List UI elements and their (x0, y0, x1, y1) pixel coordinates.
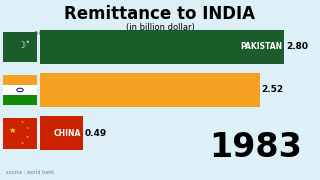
Text: ★: ★ (26, 126, 29, 130)
Text: Remittance to INDIA: Remittance to INDIA (65, 5, 255, 23)
Text: (in billion dollar): (in billion dollar) (126, 23, 194, 32)
Text: 2.80: 2.80 (286, 42, 308, 51)
Text: ★: ★ (21, 120, 24, 124)
FancyBboxPatch shape (3, 118, 37, 148)
Text: ★: ★ (26, 135, 29, 139)
FancyBboxPatch shape (3, 95, 37, 105)
Text: CHINA: CHINA (54, 129, 81, 138)
FancyBboxPatch shape (3, 31, 37, 62)
Text: 2.52: 2.52 (261, 86, 284, 94)
Text: ★: ★ (21, 141, 24, 145)
FancyBboxPatch shape (40, 30, 284, 64)
Text: 1.00: 1.00 (120, 31, 134, 36)
Text: 2.08: 2.08 (214, 31, 228, 36)
Text: ★: ★ (9, 126, 16, 135)
Text: PAKISTAN: PAKISTAN (241, 42, 283, 51)
Text: 1983: 1983 (210, 131, 302, 164)
FancyBboxPatch shape (3, 75, 37, 85)
Text: INDIA: INDIA (234, 86, 258, 94)
Text: ★: ★ (26, 40, 29, 44)
Text: 0.00: 0.00 (33, 31, 47, 36)
Text: 0.49: 0.49 (84, 129, 107, 138)
Text: ☽: ☽ (18, 41, 26, 50)
FancyBboxPatch shape (40, 116, 83, 150)
FancyBboxPatch shape (40, 73, 260, 107)
Text: source : world bank: source : world bank (6, 170, 54, 175)
FancyBboxPatch shape (3, 85, 37, 95)
